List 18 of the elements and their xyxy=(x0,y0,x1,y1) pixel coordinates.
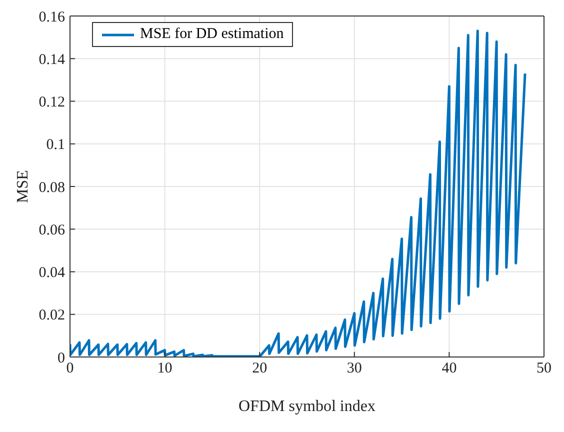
x-tick-label: 20 xyxy=(252,360,268,377)
y-tick-label: 0.04 xyxy=(38,265,66,282)
y-tick-label: 0.1 xyxy=(46,137,65,154)
y-axis-title: MSE xyxy=(14,170,32,203)
y-tick-label: 0.06 xyxy=(38,222,66,238)
y-tick-label: 0.12 xyxy=(38,94,65,111)
y-tick-label: 0.08 xyxy=(38,180,65,196)
x-axis-title: OFDM symbol index xyxy=(238,398,376,415)
y-tick-label: 0.16 xyxy=(38,9,66,26)
y-tick-label: 0 xyxy=(58,350,65,366)
x-tick-label: 40 xyxy=(442,360,457,377)
line-series xyxy=(70,30,526,357)
x-tick-label: 10 xyxy=(157,360,172,377)
y-tick-label: 0.14 xyxy=(38,52,66,68)
x-tick-label: 30 xyxy=(346,360,362,377)
x-tick-label: 50 xyxy=(536,360,552,377)
legend-label: MSE for DD estimation xyxy=(140,26,284,43)
y-tick-label: 0.02 xyxy=(38,308,65,324)
